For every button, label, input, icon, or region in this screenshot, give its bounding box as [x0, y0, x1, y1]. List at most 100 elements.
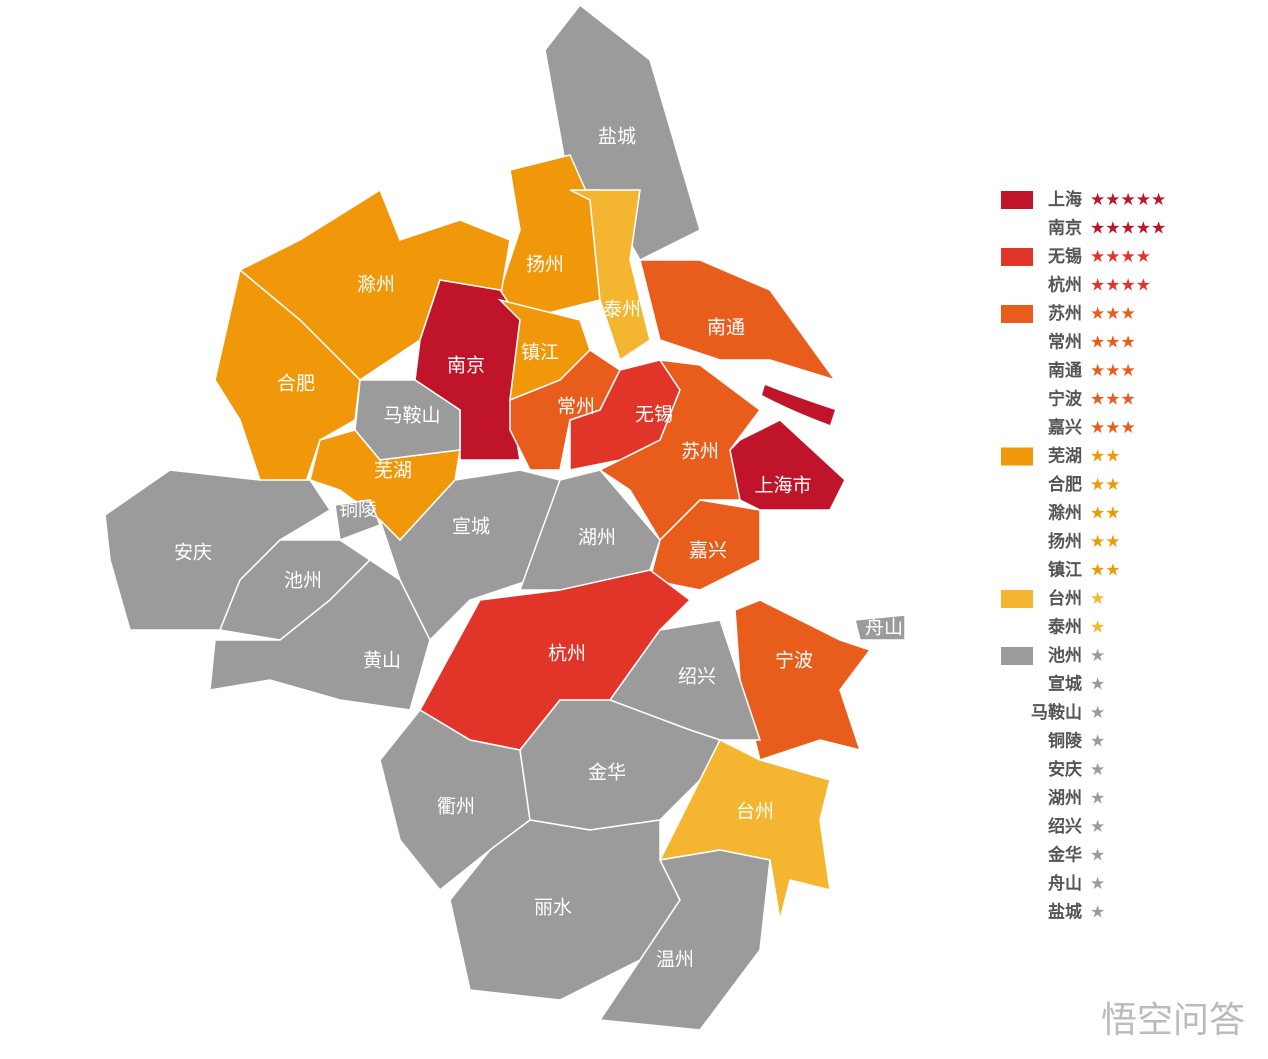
legend-name: 宁波: [1048, 389, 1083, 410]
legend-stars: ★: [1090, 675, 1105, 695]
region-label: 南通: [707, 317, 745, 339]
region-label: 常州: [557, 396, 595, 418]
region: [729, 419, 846, 511]
legend-swatch: [1001, 248, 1033, 266]
legend-name: 台州: [1048, 588, 1082, 609]
region-label: 杭州: [548, 643, 586, 665]
legend-swatch: [1001, 447, 1033, 466]
legend-name: 合肥: [1048, 474, 1082, 495]
legend-stars: ★★★: [1090, 361, 1136, 381]
legend-name: 安庆: [1048, 759, 1082, 780]
region-label: 苏州: [681, 441, 719, 463]
legend-stars: ★★: [1090, 504, 1120, 524]
legend-stars: ★: [1090, 732, 1105, 752]
region: [499, 154, 601, 321]
region-label: 衢州: [437, 796, 475, 818]
legend-swatch: [1001, 305, 1033, 323]
legend-name: 南京: [1048, 218, 1082, 239]
region-label: 舟山: [865, 617, 903, 639]
region-label: 黄山: [363, 650, 401, 672]
region-label: 芜湖: [374, 460, 412, 482]
region: [334, 499, 381, 542]
legend-name: 扬州: [1048, 531, 1082, 552]
legend-stars: ★: [1090, 646, 1105, 666]
legend-stars: ★: [1090, 589, 1105, 609]
region-label: 绍兴: [678, 666, 716, 688]
legend-name: 绍兴: [1048, 816, 1082, 837]
legend-stars: ★: [1090, 874, 1105, 894]
region-label: 丽水: [534, 897, 572, 919]
region-label: 镇江: [521, 342, 559, 364]
region: [509, 349, 621, 471]
legend-stars: ★★: [1090, 561, 1120, 581]
legend-stars: ★★: [1090, 447, 1120, 467]
legend-name: 无锡: [1047, 246, 1082, 267]
region: [209, 559, 431, 711]
region-label: 泰州: [603, 299, 641, 321]
legend-name: 常州: [1048, 332, 1082, 353]
region-label: 嘉兴: [689, 540, 727, 562]
region: [658, 738, 831, 921]
region-label: 扬州: [526, 254, 564, 276]
legend-stars: ★★★★★: [1090, 219, 1166, 239]
legend-stars: ★: [1090, 846, 1105, 866]
region-label: 温州: [656, 949, 694, 971]
legend-name: 镇江: [1048, 560, 1082, 581]
region-label: 台州: [736, 801, 774, 823]
legend-name: 嘉兴: [1047, 417, 1082, 438]
region: [569, 189, 651, 362]
region: [639, 259, 837, 382]
legend-name: 南通: [1048, 360, 1082, 381]
legend-name: 池州: [1048, 645, 1082, 666]
legend-swatch: [1001, 647, 1033, 665]
region-label: 宁波: [775, 650, 813, 672]
legend-stars: ★★★★★: [1090, 190, 1166, 210]
region-label: 无锡: [635, 404, 673, 426]
region-label: 盐城: [598, 126, 636, 148]
legend-name: 芜湖: [1048, 446, 1082, 467]
legend-name: 盐城: [1048, 902, 1082, 923]
region-label: 铜陵: [339, 499, 377, 521]
region-label: 湖州: [578, 527, 616, 549]
region-label: 池州: [284, 570, 322, 592]
legend-stars: ★★★★: [1090, 247, 1151, 267]
legend-name: 湖州: [1048, 789, 1082, 809]
region: [598, 849, 771, 1031]
legend-swatch: [1001, 590, 1033, 608]
legend-name: 宣城: [1048, 674, 1082, 695]
region-label: 马鞍山: [383, 405, 440, 427]
legend-name: 金华: [1047, 845, 1082, 866]
legend-stars: ★: [1090, 903, 1105, 923]
region-label: 安庆: [174, 542, 212, 564]
region-label: 南京: [447, 355, 485, 377]
legend-swatch: [1001, 191, 1033, 209]
region-label: 滁州: [357, 274, 395, 296]
legend-stars: ★★: [1090, 475, 1120, 495]
legend-stars: ★: [1090, 618, 1105, 638]
legend-stars: ★: [1090, 789, 1105, 809]
legend-stars: ★★★: [1090, 418, 1136, 438]
region: [214, 268, 361, 502]
region-label: 金华: [588, 762, 626, 784]
legend-stars: ★★★★: [1090, 276, 1151, 296]
legend-name: 马鞍山: [1031, 702, 1082, 723]
legend-stars: ★: [1090, 817, 1105, 837]
legend-name: 舟山: [1048, 873, 1082, 894]
legend-name: 泰州: [1048, 617, 1082, 638]
legend-name: 滁州: [1048, 503, 1082, 524]
region-label: 合肥: [277, 373, 315, 395]
legend-name: 铜陵: [1048, 731, 1083, 752]
legend-stars: ★: [1090, 760, 1105, 780]
legend-stars: ★: [1090, 703, 1105, 723]
island: [762, 385, 835, 425]
region-label: 宣城: [452, 516, 490, 538]
legend-stars: ★★★: [1090, 390, 1136, 410]
legend-name: 杭州: [1048, 275, 1082, 296]
legend-name: 上海: [1048, 189, 1082, 210]
legend-stars: ★★★: [1090, 304, 1136, 324]
legend-name: 苏州: [1048, 303, 1082, 324]
legend-stars: ★★: [1090, 532, 1120, 552]
legend-stars: ★★★: [1090, 333, 1136, 353]
region-label: 上海市: [754, 475, 811, 497]
